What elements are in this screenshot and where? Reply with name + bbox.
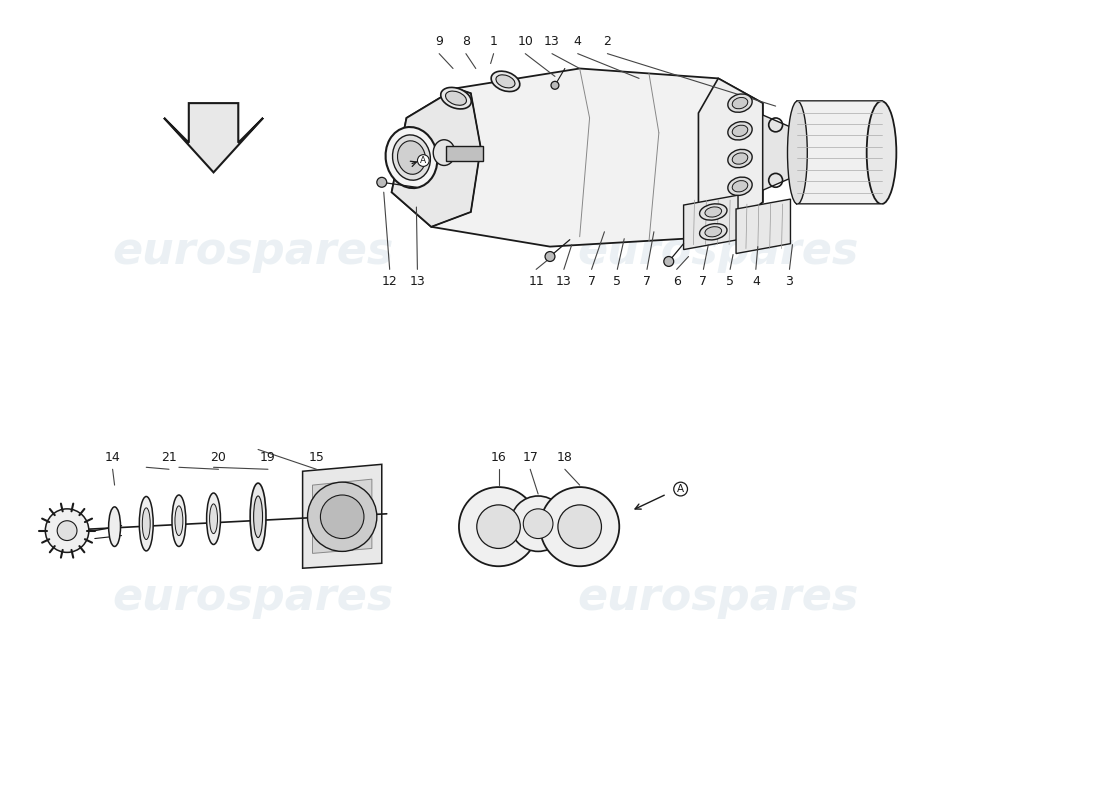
Polygon shape [683,195,738,250]
Text: eurospares: eurospares [112,577,394,619]
Ellipse shape [705,207,722,217]
Text: 9: 9 [436,35,443,48]
Ellipse shape [386,127,438,188]
Ellipse shape [397,141,426,174]
Text: 21: 21 [161,451,177,464]
Text: 20: 20 [210,451,227,464]
Text: 15: 15 [308,451,324,464]
Circle shape [377,178,387,187]
Text: 10: 10 [517,35,534,48]
Polygon shape [302,464,382,568]
Circle shape [308,482,377,551]
Text: 5: 5 [614,274,622,288]
Ellipse shape [728,177,752,195]
Ellipse shape [733,153,748,164]
Text: 5: 5 [726,274,734,288]
Text: 6: 6 [673,274,681,288]
Text: 18: 18 [557,451,573,464]
Text: 12: 12 [382,274,397,288]
Circle shape [57,521,77,541]
Ellipse shape [496,75,515,88]
Text: 3: 3 [785,274,793,288]
Text: 4: 4 [752,274,760,288]
Circle shape [663,257,673,266]
Text: 13: 13 [409,274,426,288]
Ellipse shape [733,181,748,192]
Ellipse shape [788,101,807,204]
Ellipse shape [733,125,748,137]
Text: 7: 7 [644,274,651,288]
Ellipse shape [441,87,471,109]
Ellipse shape [446,91,466,106]
Ellipse shape [700,204,727,220]
Circle shape [476,505,520,549]
Ellipse shape [705,226,722,237]
Ellipse shape [175,506,183,535]
Ellipse shape [210,504,218,534]
Text: 13: 13 [544,35,560,48]
Text: 17: 17 [522,451,538,464]
Polygon shape [698,78,762,237]
Polygon shape [392,88,481,227]
Ellipse shape [109,507,121,546]
Ellipse shape [728,150,752,168]
Polygon shape [164,103,263,172]
Polygon shape [798,101,881,204]
Ellipse shape [207,493,220,545]
Circle shape [546,251,554,262]
Ellipse shape [254,496,263,538]
Polygon shape [736,199,791,254]
Ellipse shape [250,483,266,550]
Text: eurospares: eurospares [578,577,859,619]
Text: 14: 14 [104,451,121,464]
Text: 19: 19 [260,451,276,464]
Text: A: A [678,484,684,494]
Ellipse shape [728,94,752,112]
Polygon shape [312,479,372,554]
Ellipse shape [700,224,727,240]
Text: A: A [420,156,427,165]
Ellipse shape [172,495,186,546]
Text: eurospares: eurospares [112,230,394,273]
Ellipse shape [867,101,896,204]
Ellipse shape [433,140,455,166]
Circle shape [540,487,619,566]
Ellipse shape [733,98,748,109]
Text: eurospares: eurospares [578,230,859,273]
Ellipse shape [140,497,153,551]
Circle shape [510,496,565,551]
Circle shape [459,487,538,566]
Text: 8: 8 [462,35,470,48]
Ellipse shape [393,135,430,180]
Text: 4: 4 [574,35,582,48]
Text: 2: 2 [604,35,612,48]
Text: 7: 7 [587,274,595,288]
Circle shape [320,495,364,538]
Ellipse shape [142,508,151,539]
Text: 13: 13 [556,274,572,288]
Polygon shape [392,69,762,246]
Circle shape [524,509,553,538]
Ellipse shape [728,122,752,140]
Circle shape [45,509,89,552]
Polygon shape [762,115,792,190]
Circle shape [558,505,602,549]
Text: 1: 1 [490,35,497,48]
Text: 11: 11 [528,274,544,288]
Text: 16: 16 [491,451,506,464]
Ellipse shape [492,71,520,91]
Polygon shape [447,146,483,161]
Circle shape [551,82,559,90]
Text: 7: 7 [700,274,707,288]
